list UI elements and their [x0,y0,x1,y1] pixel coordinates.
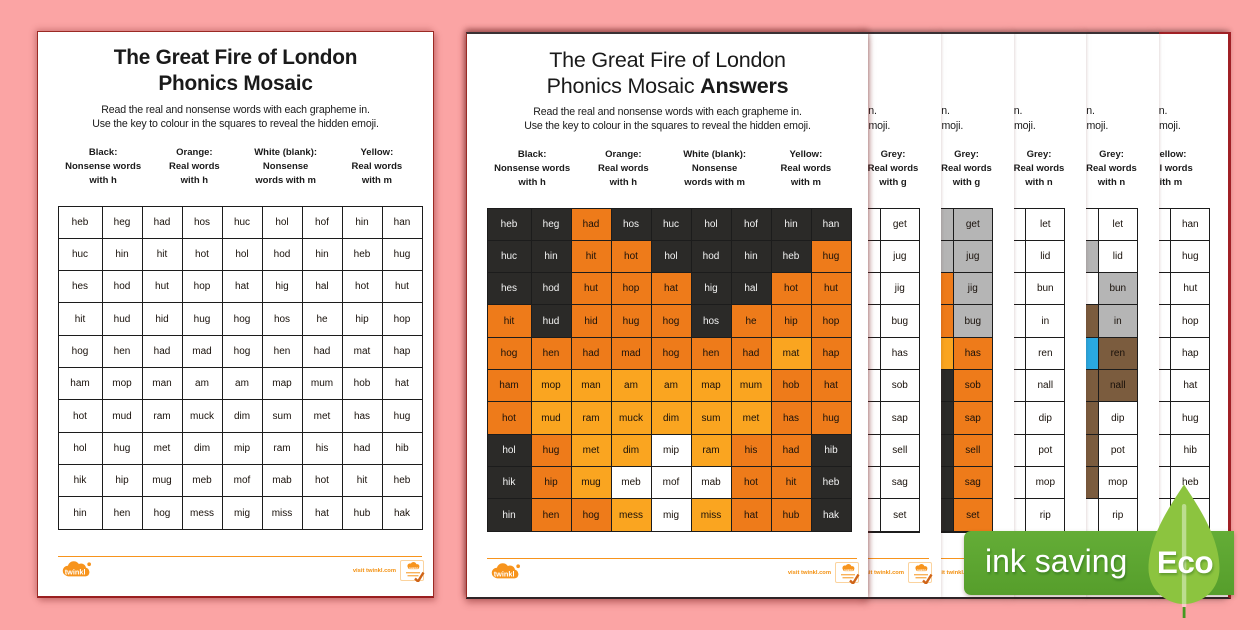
svg-text:twinkl: twinkl [409,565,418,569]
svg-text:twinkl: twinkl [494,570,515,579]
svg-text:twinkl: twinkl [844,567,853,571]
svg-text:twinkl: twinkl [65,568,86,577]
svg-text:twinkl: twinkl [917,567,926,571]
